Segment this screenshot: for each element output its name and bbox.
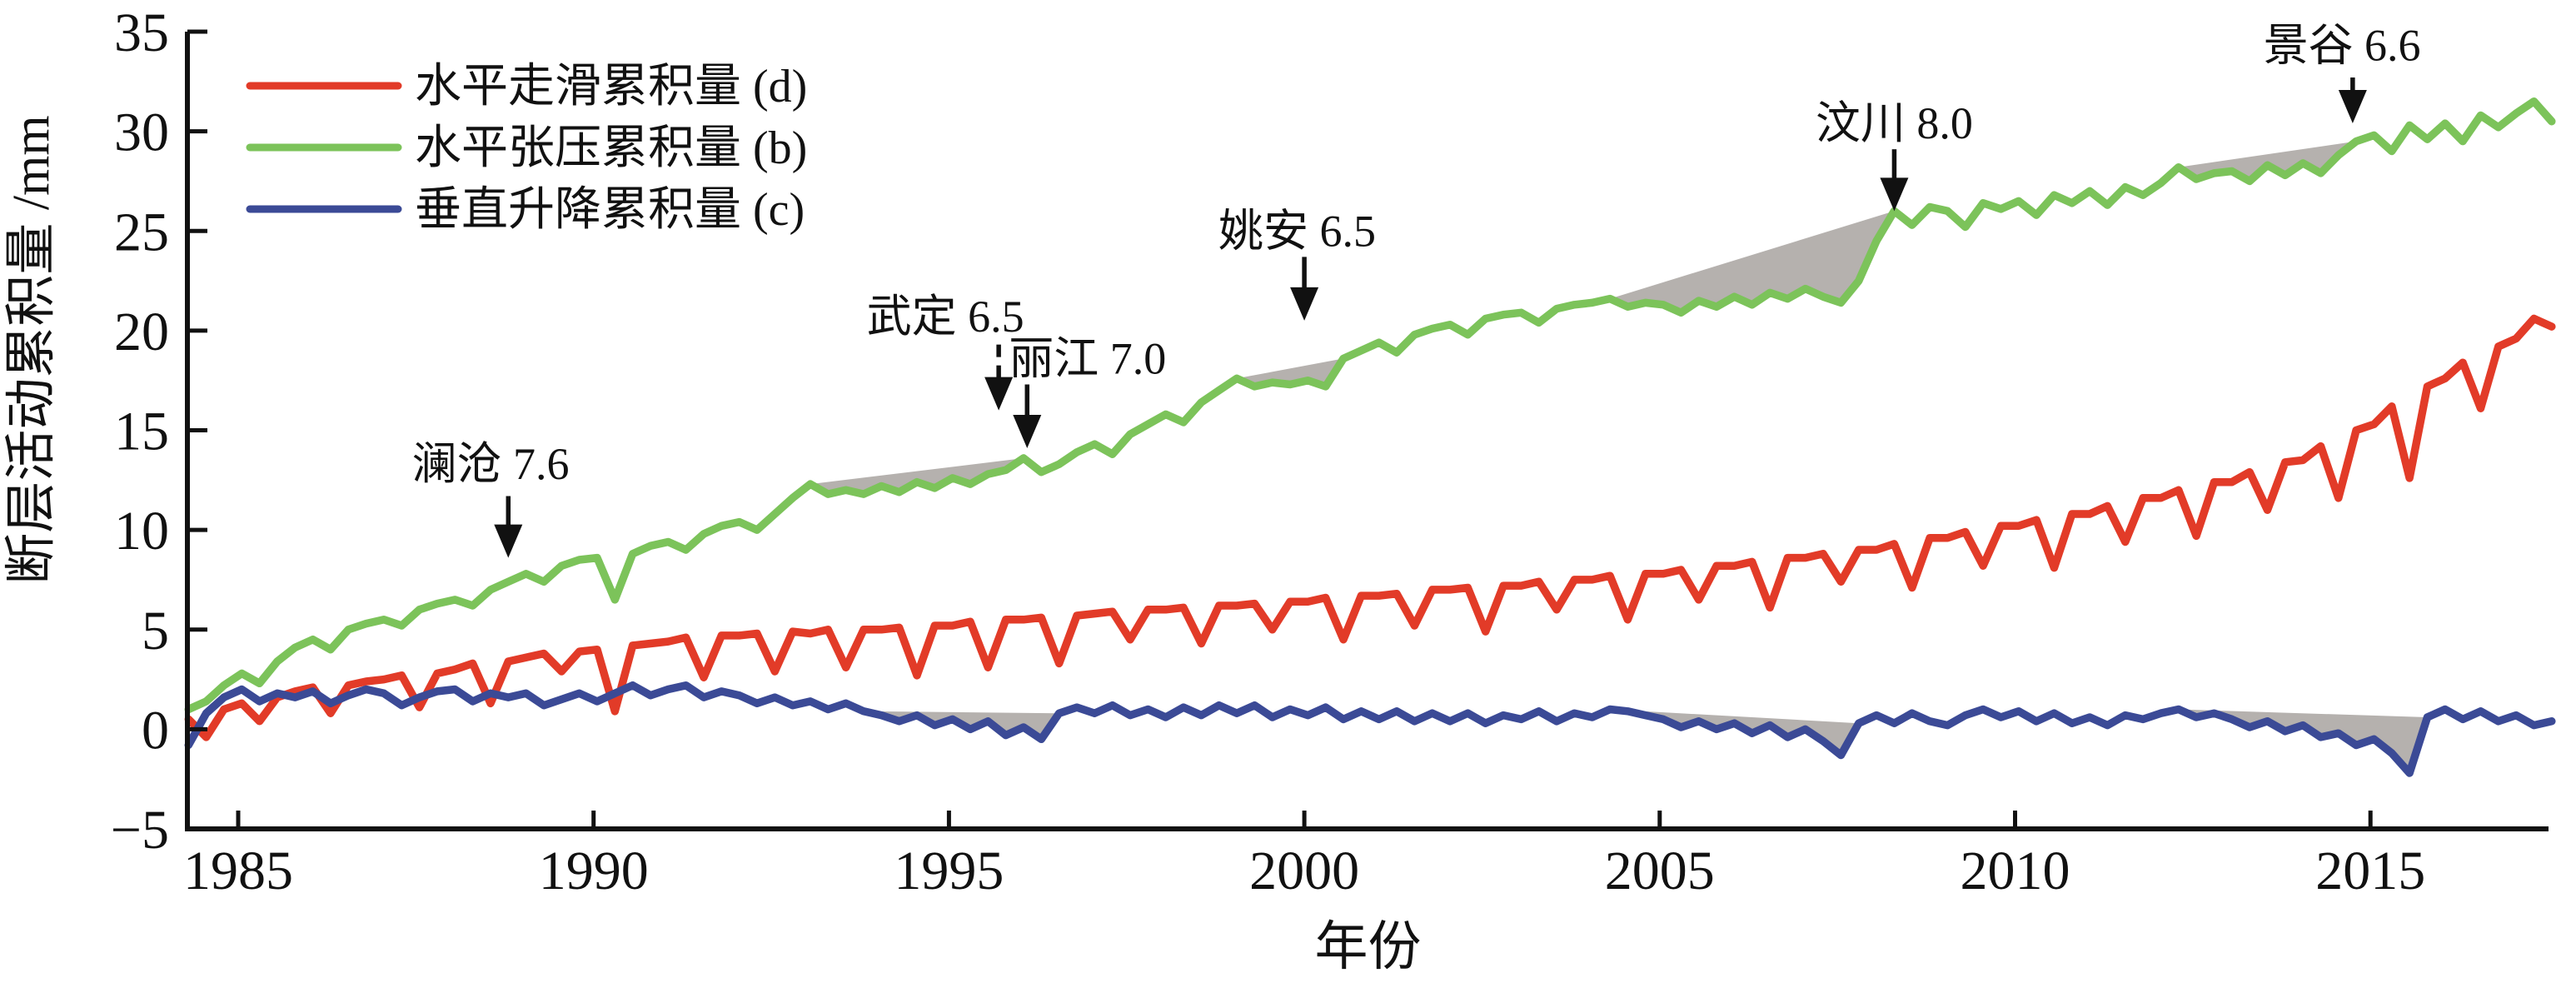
x-tick-label: 1990 <box>539 841 649 901</box>
legend-label: 水平张压累积量 (b) <box>415 122 807 174</box>
x-tick-label: 1995 <box>894 841 1004 901</box>
x-tick-label: 2015 <box>2315 841 2425 901</box>
earthquake-annotation-label: 武定 6.5 <box>867 292 1024 342</box>
y-tick-label: −5 <box>111 800 169 861</box>
y-tick-label: 30 <box>114 102 169 163</box>
legend-label: 水平走滑累积量 (d) <box>415 61 807 112</box>
extension-compression-line <box>184 97 2556 714</box>
vertical-motion-line <box>184 681 2556 777</box>
earthquake-annotation-label: 澜沧 7.6 <box>411 439 569 489</box>
x-axis-title: 年份 <box>1315 917 1422 976</box>
annotation-arrowhead-icon <box>1880 177 1909 212</box>
earthquake-annotation-label: 汶川 8.0 <box>1816 98 1973 148</box>
legend-label: 垂直升降累积量 (c) <box>415 184 805 236</box>
deficit-shade-region <box>810 458 1024 495</box>
annotation-arrowhead-icon <box>2338 90 2367 124</box>
y-tick-label: 5 <box>142 601 169 661</box>
x-tick-label: 2010 <box>1961 841 2070 901</box>
deficit-shade-region <box>2178 709 2428 773</box>
earthquake-annotation-label: 姚安 6.5 <box>1218 206 1376 256</box>
y-tick-label: 15 <box>114 402 169 462</box>
annotation-arrowhead-icon <box>984 377 1014 411</box>
annotation-arrowhead-icon <box>1290 287 1319 321</box>
x-tick-label: 2005 <box>1605 841 1715 901</box>
annotation-arrowhead-icon <box>494 524 523 558</box>
annotation-arrowhead-icon <box>1013 415 1042 449</box>
y-tick-label: 20 <box>114 302 169 362</box>
y-tick-label: 0 <box>142 700 169 761</box>
earthquake-annotation-label: 景谷 6.6 <box>2264 21 2421 71</box>
y-tick-label: 10 <box>114 501 169 561</box>
x-tick-label: 2000 <box>1249 841 1359 901</box>
x-tick-label: 1985 <box>183 841 293 901</box>
strike-slip-line <box>184 314 2556 741</box>
y-axis-title: 断层活动累积量 /mm <box>3 115 60 584</box>
earthquake-annotation-label: 丽江 7.0 <box>1009 333 1166 383</box>
y-tick-label: 25 <box>114 202 169 262</box>
y-tick-label: 35 <box>114 2 169 63</box>
deficit-shade-region <box>1610 211 1895 313</box>
